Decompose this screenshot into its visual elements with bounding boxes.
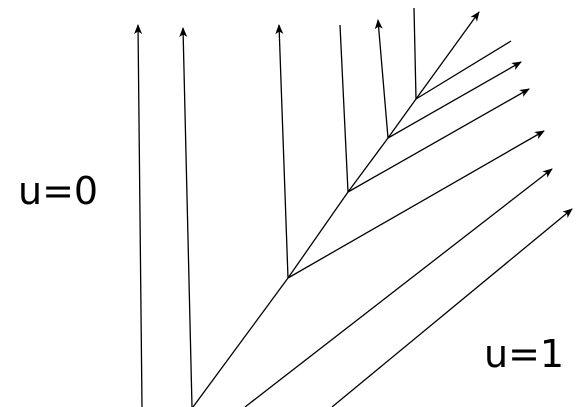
branch-up-3 [374,19,389,139]
branch-right-3 [347,88,530,193]
shock-segment-4 [387,98,417,139]
left-characteristic-1 [134,24,143,407]
shock-segment-3 [347,137,389,193]
shock-segment-2 [287,191,349,279]
shock-segment-1 [192,277,289,407]
left-region-label: u=0 [18,169,98,213]
branch-right-2 [387,61,522,139]
left-characteristic-2 [179,27,193,407]
right-characteristic-2 [331,208,573,407]
branch-up-1 [275,24,289,279]
branch-right-4 [287,130,545,279]
branch-up-2 [339,24,349,193]
right-characteristic-1 [244,168,553,407]
branch-right-1 [415,40,512,100]
right-region-label: u=1 [484,332,564,376]
branch-up-4 [413,7,417,100]
shock-top-arrow [415,11,480,100]
